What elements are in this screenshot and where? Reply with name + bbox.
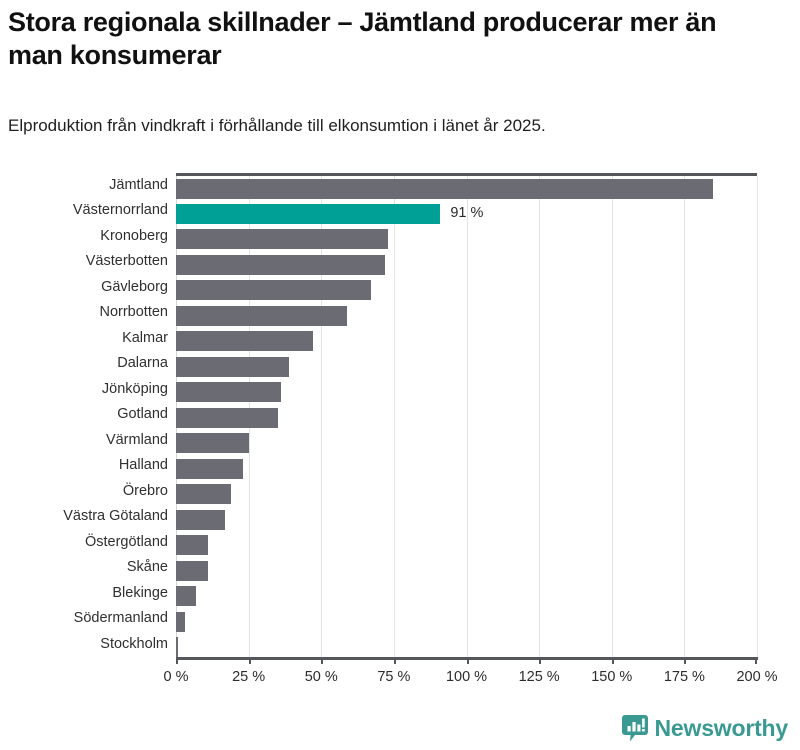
x-tick-label: 125 % [518, 669, 560, 685]
x-tick-mark [755, 657, 757, 664]
y-axis-labels: Jämtland Västernorrland Kronoberg Västerbot… [0, 173, 168, 657]
bar[interactable] [176, 331, 313, 352]
y-axis-label: Halland [118, 457, 168, 474]
bar[interactable] [176, 407, 278, 428]
x-tick-label: 75 % [377, 669, 411, 685]
x-tick-label: 200 % [736, 669, 778, 685]
bar[interactable] [176, 433, 249, 454]
plot-area: 91 % [176, 173, 758, 660]
chart-header: Stora regionala skillnader – Jämtland pr… [8, 6, 792, 135]
bar-row[interactable] [176, 456, 757, 481]
y-axis-label: Västerbotten [85, 253, 168, 270]
x-tick-mark [611, 657, 614, 664]
bar-row[interactable] [176, 584, 757, 609]
bar-highlighted[interactable] [176, 203, 441, 224]
x-axis-ticks: 0 % 25 % 50 % 75 % 100 % 125 % 150 % 175 % 200 % [164, 657, 778, 693]
bar[interactable] [176, 637, 178, 658]
y-axis-label: Gotland [117, 406, 168, 423]
bar[interactable] [176, 229, 389, 250]
page-title: Stora regionala skillnader – Jämtland pr… [8, 7, 717, 70]
bar-row[interactable] [176, 303, 757, 328]
y-axis-label: Örebro [122, 482, 168, 499]
chart-container: Jämtland Västernorrland Kronoberg Västerbot… [0, 168, 800, 708]
y-axis-label: Gävleborg [101, 278, 168, 295]
x-tick-mark [393, 657, 396, 664]
footer-branding: Newsworthy [621, 715, 789, 742]
bar-row[interactable] [176, 431, 757, 456]
x-tick-mark [248, 657, 251, 664]
bar-row[interactable]: 91 % [176, 201, 757, 226]
x-tick-mark [321, 657, 324, 664]
bar-row[interactable] [176, 558, 757, 583]
y-axis-label: Västernorrland [72, 202, 168, 219]
x-tick-mark [684, 657, 687, 664]
bar[interactable] [176, 560, 208, 581]
x-tick-mark [466, 657, 469, 664]
bar-row[interactable] [176, 252, 757, 277]
x-tick-label: 150 % [591, 669, 633, 685]
bar-row[interactable] [176, 482, 757, 507]
y-axis-label: Dalarna [117, 355, 168, 372]
y-axis-label: Stockholm [100, 635, 168, 652]
y-axis-label: Kalmar [122, 329, 168, 346]
brand-wordmark: Newsworthy [654, 715, 789, 741]
y-axis-label: Värmland [105, 431, 168, 448]
bar[interactable] [176, 178, 714, 199]
bar-row[interactable] [176, 405, 757, 430]
bar-row[interactable] [176, 227, 757, 252]
bar[interactable] [176, 484, 232, 505]
y-axis-label: Kronoberg [100, 227, 168, 244]
gridline [757, 176, 758, 660]
y-axis-label: Skåne [126, 559, 168, 576]
x-tick-mark [539, 657, 542, 664]
bar-chart-speech-bubble-icon [621, 715, 648, 742]
x-tick-label: 0 % [163, 669, 189, 685]
bar-row[interactable] [176, 380, 757, 405]
bar[interactable] [176, 535, 208, 556]
bar[interactable] [176, 382, 281, 403]
y-axis-label: Jönköping [101, 380, 168, 397]
x-tick-label: 100 % [445, 669, 488, 685]
x-tick-mark [176, 657, 178, 664]
x-tick-label: 175 % [663, 669, 705, 685]
bar[interactable] [176, 586, 197, 607]
bar-row[interactable] [176, 278, 757, 303]
bar-series: 91 % [176, 176, 757, 660]
bar[interactable] [176, 254, 386, 275]
y-axis-label: Södermanland [73, 610, 168, 627]
y-axis-label: Jämtland [109, 177, 168, 193]
bar[interactable] [176, 280, 371, 301]
bar-row[interactable] [176, 635, 757, 660]
y-axis-label: Norrbotten [99, 304, 168, 321]
x-tick-label: 50 % [304, 669, 338, 685]
bar[interactable] [176, 356, 290, 377]
bar[interactable] [176, 458, 243, 479]
bar[interactable] [176, 509, 226, 530]
bar-row[interactable] [176, 354, 757, 379]
x-tick-label: 25 % [232, 669, 266, 685]
bar-value-label: 91 % [450, 205, 484, 222]
bar-row[interactable] [176, 533, 757, 558]
bar-row[interactable] [176, 176, 757, 201]
y-axis-label: Västra Götaland [63, 508, 168, 525]
y-axis-label: Östergötland [84, 533, 168, 550]
bar-row[interactable] [176, 609, 757, 634]
bar[interactable] [176, 305, 348, 326]
bar-row[interactable] [176, 507, 757, 532]
chart-subtitle: Elproduktion från vindkraft i förhålland… [8, 116, 546, 135]
bar-row[interactable] [176, 329, 757, 354]
y-axis-label: Blekinge [112, 584, 168, 601]
bar[interactable] [176, 611, 185, 632]
